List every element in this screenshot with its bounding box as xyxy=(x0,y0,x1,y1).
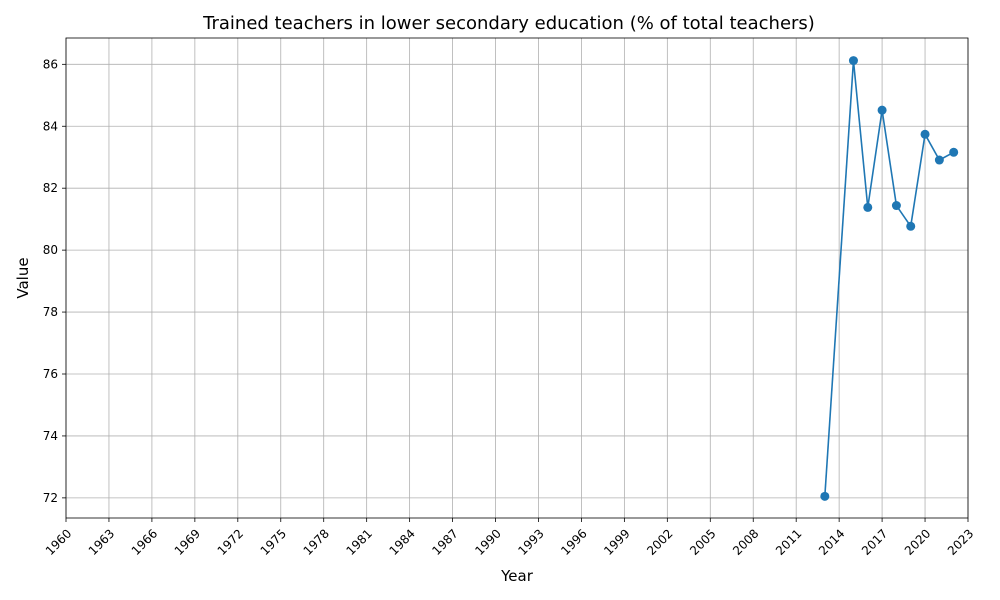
y-tick-label: 86 xyxy=(43,57,58,71)
ticks: 1960 1963 1966 1969 1972 1975 1978 1981 1984 1987… xyxy=(43,57,977,558)
x-tick-label: 1999 xyxy=(601,526,632,557)
x-tick-label: 1963 xyxy=(86,526,117,557)
x-tick-label: 2017 xyxy=(859,526,890,557)
y-axis-title: Value xyxy=(14,257,32,298)
chart-title: Trained teachers in lower secondary educ… xyxy=(202,13,815,34)
series-line-segment xyxy=(909,134,926,227)
y-tick-label: 82 xyxy=(43,181,58,195)
series-line-segment xyxy=(881,110,898,206)
data-point xyxy=(820,491,830,501)
data-point xyxy=(848,56,858,66)
y-tick-label: 78 xyxy=(43,305,58,319)
data-point xyxy=(920,129,930,139)
x-tick-label: 2005 xyxy=(687,526,718,557)
x-tick-label: 2020 xyxy=(902,526,933,557)
x-tick-label: 1972 xyxy=(215,526,246,557)
data-point xyxy=(877,105,887,115)
x-tick-label: 1975 xyxy=(258,526,289,557)
data-point xyxy=(949,147,959,157)
series-line-segment xyxy=(866,110,883,208)
series-line-segment xyxy=(852,60,869,208)
data-point xyxy=(906,221,916,231)
plot-frame xyxy=(65,37,969,519)
y-tick-label: 74 xyxy=(43,429,58,443)
series-layer xyxy=(820,56,959,501)
grid xyxy=(65,38,969,518)
series-line-segment xyxy=(924,133,941,161)
series-line-segment xyxy=(824,60,855,497)
x-tick-label: 1987 xyxy=(429,526,460,557)
x-tick-label: 2014 xyxy=(816,526,847,557)
x-tick-label: 1990 xyxy=(472,526,503,557)
x-tick-label: 2011 xyxy=(773,526,804,557)
x-tick-label: 2008 xyxy=(730,526,761,557)
x-tick-label: 1978 xyxy=(301,526,332,557)
x-tick-label: 2023 xyxy=(945,526,976,557)
x-tick-label: 1984 xyxy=(386,526,417,557)
y-tick-label: 72 xyxy=(43,491,58,505)
x-tick-label: 1996 xyxy=(558,526,589,557)
x-axis-title: Year xyxy=(500,567,534,585)
x-tick-label: 1966 xyxy=(129,526,160,557)
x-tick-label: 1981 xyxy=(344,526,375,557)
y-tick-label: 84 xyxy=(43,119,58,133)
y-tick-label: 76 xyxy=(43,367,58,381)
x-tick-label: 1993 xyxy=(515,526,546,557)
data-point xyxy=(934,155,944,165)
data-point xyxy=(863,202,873,212)
x-tick-label: 1969 xyxy=(172,526,203,557)
x-tick-label: 2002 xyxy=(644,526,675,557)
y-tick-label: 80 xyxy=(43,243,58,257)
data-point xyxy=(891,201,901,211)
x-tick-label: 1960 xyxy=(43,526,74,557)
